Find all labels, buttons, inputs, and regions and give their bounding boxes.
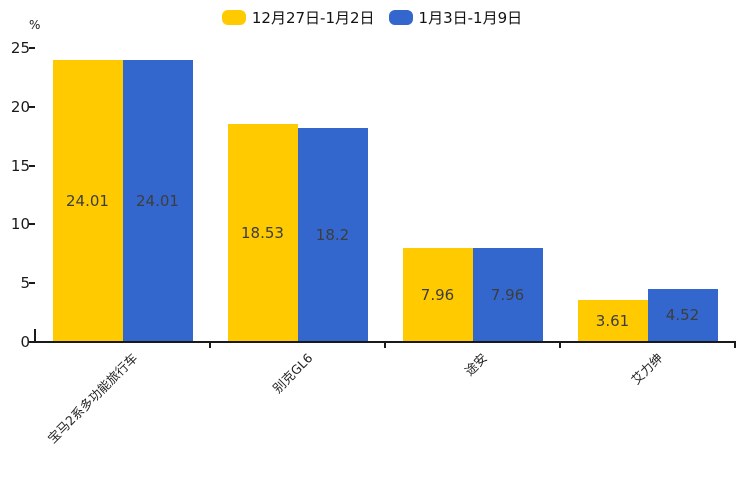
y-axis-tick-label: 15 [10, 156, 30, 175]
y-axis-tick [29, 223, 35, 226]
bar-value-label: 24.01 [66, 191, 109, 210]
y-axis-tick-label: 25 [10, 39, 30, 57]
category-label-1: 宝马2系多功能旅行车 [44, 350, 141, 447]
bar-series-2-宝马2系多功能旅行车 [122, 59, 193, 342]
category-label-2: 别克GL6 [269, 350, 316, 396]
y-axis-tick-label: 20 [10, 97, 30, 116]
y-axis-tick-label: 10 [10, 215, 30, 234]
x-axis-tick [559, 342, 561, 348]
y-axis-tick [29, 282, 35, 285]
y-axis-tick [29, 47, 35, 49]
legend-label: 12月27日-1月2日 [251, 9, 375, 27]
bar-series-2-艾力绅 [647, 288, 718, 342]
y-axis-tick [29, 164, 35, 167]
y-axis-tick-label: 0 [20, 333, 30, 351]
legend-item-series-1[interactable]: 12月27日-1月2日 [221, 7, 375, 28]
bar-value-label: 18.53 [241, 224, 284, 243]
bar-value-label: 4.52 [665, 306, 700, 325]
bar-series-2-途安 [472, 248, 543, 342]
bar-series-2-别克GL6 [297, 127, 368, 342]
category-label-3: 途安 [462, 350, 491, 379]
bar-series-1-途安 [402, 248, 473, 342]
bar-value-label: 7.96 [420, 286, 455, 305]
y-axis-origin-stub [34, 329, 36, 342]
bar-series-1-艾力绅 [577, 299, 648, 342]
legend-swatch-icon [388, 10, 413, 25]
bar-series-1-宝马2系多功能旅行车 [52, 59, 123, 342]
x-axis-tick [209, 342, 211, 348]
y-axis-tick [29, 341, 35, 343]
y-axis-tick [29, 105, 35, 108]
y-axis-unit-label: % [29, 18, 41, 32]
y-axis-tick-label: 5 [20, 274, 30, 293]
bar-value-label: 18.2 [315, 225, 350, 244]
legend-label: 1月3日-1月9日 [418, 9, 523, 27]
x-axis-tick [734, 342, 736, 348]
category-label-4: 艾力绅 [628, 350, 666, 388]
bar-series-1-别克GL6 [227, 124, 298, 342]
bar-value-label: 7.96 [490, 286, 525, 305]
bar-value-label: 3.61 [595, 311, 630, 330]
legend: 12月27日-1月2日 1月3日-1月9日 [0, 7, 744, 28]
x-axis-tick [384, 342, 386, 348]
legend-swatch-icon [221, 10, 246, 25]
legend-item-series-2[interactable]: 1月3日-1月9日 [388, 7, 523, 28]
bar-value-label: 24.01 [136, 191, 179, 210]
